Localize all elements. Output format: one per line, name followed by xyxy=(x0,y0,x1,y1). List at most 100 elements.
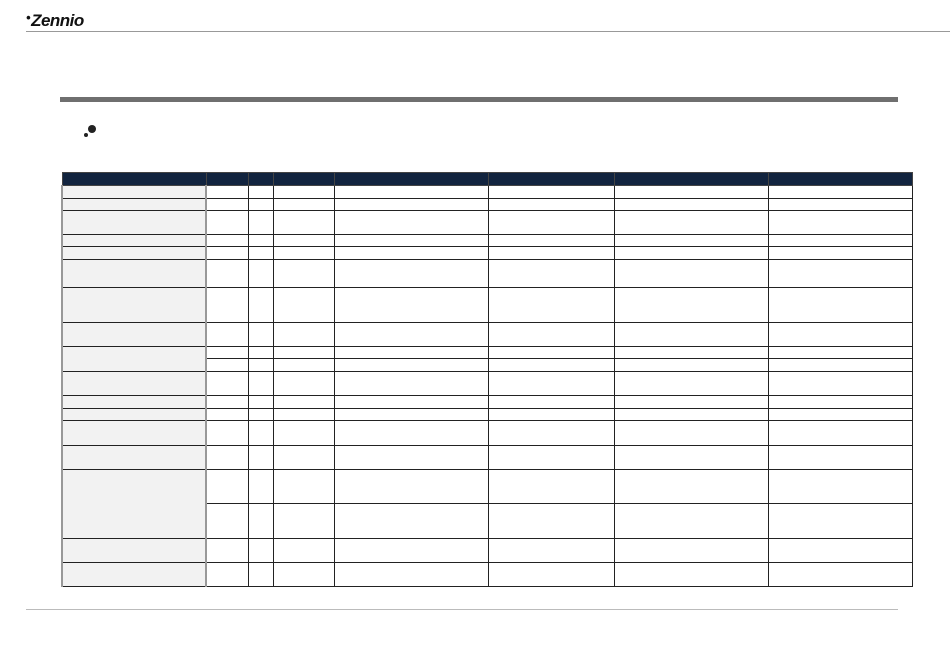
table-cell xyxy=(487,246,615,260)
table-cell xyxy=(61,371,207,396)
table-cell xyxy=(272,420,335,446)
table-row xyxy=(61,259,913,288)
table-row xyxy=(61,469,913,539)
table-cell xyxy=(272,322,335,347)
table-cell xyxy=(247,503,274,539)
table-cell xyxy=(205,287,249,323)
table-cell xyxy=(61,408,207,421)
table-cell xyxy=(272,185,335,199)
table-cell xyxy=(205,322,249,347)
table-cell xyxy=(205,395,249,409)
table-cell xyxy=(272,408,335,421)
table-cell xyxy=(613,210,769,235)
footer-divider xyxy=(26,609,898,610)
table-cell xyxy=(272,210,335,235)
table-cell xyxy=(613,259,769,288)
table-row xyxy=(61,408,913,421)
table-cell xyxy=(767,234,913,247)
table-cell xyxy=(247,408,274,421)
table-cell xyxy=(272,371,335,396)
table-cell xyxy=(767,246,913,260)
table-cell xyxy=(613,395,769,409)
table-cell xyxy=(767,408,913,421)
table-cell xyxy=(613,420,769,446)
table-cell xyxy=(205,371,249,396)
table-cell xyxy=(767,469,913,504)
table-cell xyxy=(205,538,249,563)
table-cell xyxy=(487,420,615,446)
table-cell xyxy=(767,259,913,288)
table-cell xyxy=(487,287,615,323)
table-cell xyxy=(767,562,913,587)
table-cell xyxy=(333,420,489,446)
table-cell xyxy=(613,371,769,396)
table-cell xyxy=(613,322,769,347)
table-cell xyxy=(205,445,249,470)
table-cell xyxy=(333,210,489,235)
table-cell xyxy=(247,346,274,359)
table-cell xyxy=(487,408,615,421)
table-cell xyxy=(205,346,249,359)
table-cell xyxy=(767,538,913,563)
table-cell xyxy=(205,210,249,235)
table-row xyxy=(61,322,913,347)
table-cell xyxy=(487,185,615,199)
table-cell xyxy=(613,408,769,421)
bullet-icon xyxy=(84,125,96,137)
table-cell xyxy=(487,198,615,211)
table-cell xyxy=(487,234,615,247)
table-cell xyxy=(487,346,615,359)
table-cell xyxy=(487,358,615,372)
table-cell xyxy=(487,538,615,563)
table-cell xyxy=(205,469,249,504)
table-cell xyxy=(333,287,489,323)
table-cell xyxy=(487,469,615,504)
table-cell xyxy=(61,469,207,539)
table-cell xyxy=(247,259,274,288)
table-cell xyxy=(767,346,913,359)
table-cell xyxy=(487,445,615,470)
table-cell xyxy=(613,287,769,323)
table-cell xyxy=(205,408,249,421)
table-cell xyxy=(333,469,489,504)
table-cell xyxy=(767,395,913,409)
table-cell xyxy=(613,185,769,199)
table-cell xyxy=(272,503,335,539)
table-cell xyxy=(247,358,274,372)
table-row xyxy=(61,346,913,372)
table-row xyxy=(61,395,913,409)
table-cell xyxy=(613,234,769,247)
table-cell xyxy=(247,562,274,587)
table-cell xyxy=(613,358,769,372)
table-row xyxy=(61,371,913,396)
table-cell xyxy=(205,185,249,199)
table-cell xyxy=(487,562,615,587)
table-cell xyxy=(487,322,615,347)
table-cell xyxy=(333,346,489,359)
table-cell xyxy=(333,445,489,470)
table-cell xyxy=(247,210,274,235)
table-cell xyxy=(247,185,274,199)
table-cell xyxy=(61,198,207,211)
table-cell xyxy=(272,562,335,587)
table-cell xyxy=(247,198,274,211)
table-cell xyxy=(613,538,769,563)
table-cell xyxy=(205,562,249,587)
table-cell xyxy=(272,346,335,359)
table-cell xyxy=(205,420,249,446)
table-cell xyxy=(767,420,913,446)
table-cell xyxy=(205,358,249,372)
table-row xyxy=(61,210,913,235)
table-cell xyxy=(487,259,615,288)
table-cell xyxy=(333,198,489,211)
logo-text: Zennio xyxy=(31,11,84,30)
table-cell xyxy=(767,210,913,235)
table-cell xyxy=(205,246,249,260)
table-cell xyxy=(247,420,274,446)
table-row xyxy=(61,185,913,199)
table-cell xyxy=(247,395,274,409)
table-cell xyxy=(272,538,335,563)
table-row xyxy=(61,287,913,323)
table-row xyxy=(61,420,913,446)
table-row xyxy=(62,503,913,539)
